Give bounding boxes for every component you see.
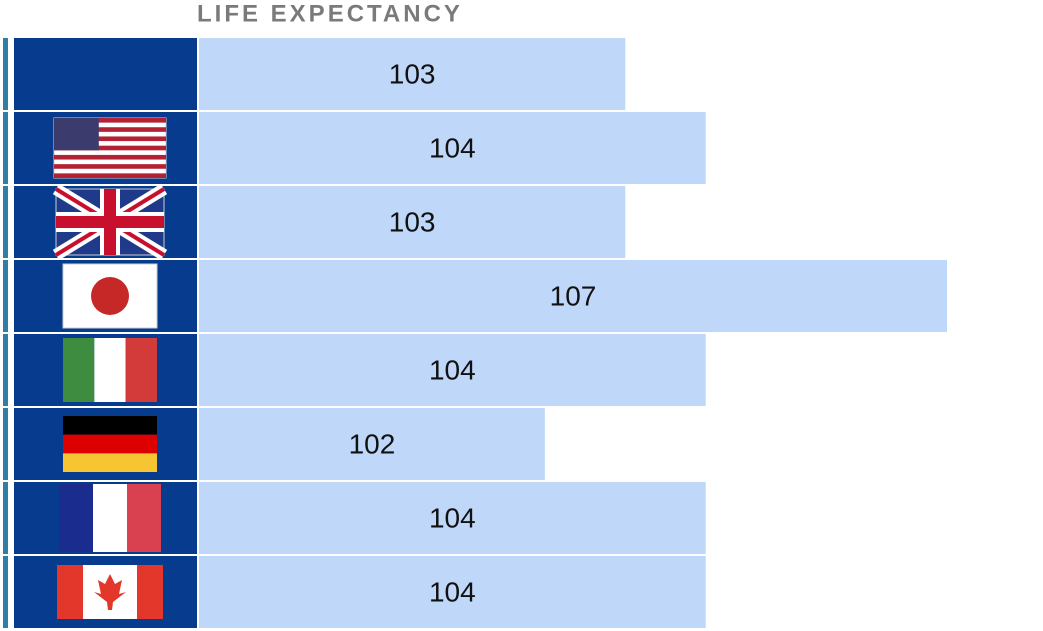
value-label: 103 (389, 58, 436, 89)
flag-band (137, 565, 163, 619)
flag-stripe (54, 164, 166, 169)
value-label: 103 (389, 206, 436, 237)
flag-band (63, 434, 157, 454)
flag-stripe (54, 118, 166, 123)
bar (199, 408, 545, 480)
row-stripe (3, 556, 8, 628)
bar (199, 556, 706, 628)
flag-band (63, 338, 95, 402)
bar (199, 482, 706, 554)
flag-stripe (54, 173, 166, 178)
flag-cross (56, 216, 164, 228)
flag-bg (62, 263, 158, 329)
flag-stripe (54, 136, 166, 142)
flag-canton (54, 118, 99, 151)
value-label: 102 (349, 428, 396, 459)
value-label: 104 (429, 132, 476, 163)
flag-leaf (94, 574, 126, 610)
row-stripe (3, 260, 8, 332)
bar (199, 112, 706, 184)
flag-band (94, 338, 126, 402)
chart-title: LIFE EXPECTANCY (197, 0, 463, 27)
bar (199, 38, 626, 110)
flag-band (63, 453, 157, 472)
flag-band (57, 565, 83, 619)
flag-stripe (54, 127, 166, 132)
flag-stripe (54, 154, 166, 160)
value-label: 107 (550, 280, 597, 311)
row-label-cell (14, 38, 197, 110)
flag-stripe (54, 145, 166, 151)
value-label: 104 (429, 354, 476, 385)
flag-band (63, 416, 157, 435)
bar (199, 186, 626, 258)
row-stripe (3, 482, 8, 554)
rows: 103 104 103 107 104 102 104 104 (3, 38, 947, 628)
row-stripe (3, 112, 8, 184)
row-stripe (3, 186, 8, 258)
row-stripe (3, 408, 8, 480)
bar (199, 260, 947, 332)
flag-sun (91, 277, 129, 315)
value-label: 104 (429, 502, 476, 533)
row-stripe (3, 334, 8, 406)
bar (199, 334, 706, 406)
flag-band (125, 338, 157, 402)
flag-band (93, 484, 127, 552)
flag-band (127, 484, 161, 552)
row-stripe (3, 38, 8, 110)
flag-band (59, 484, 93, 552)
value-label: 104 (429, 576, 476, 607)
